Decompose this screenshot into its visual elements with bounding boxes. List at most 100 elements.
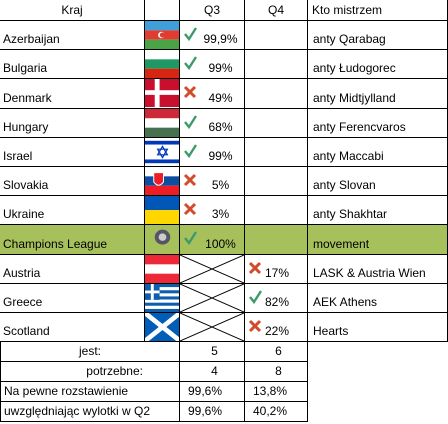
- cross-icon: [248, 261, 262, 274]
- country-cell: Denmark: [0, 79, 145, 109]
- q3-cell: [180, 283, 245, 313]
- summary-label: Na pewne rozstawienie: [0, 382, 180, 403]
- flag: [145, 283, 179, 312]
- cell-text: potrzebne:: [86, 364, 143, 379]
- cell-text: 99%: [208, 148, 233, 163]
- country-cell: Ukraine: [0, 196, 145, 226]
- country-cell: Azerbaijan: [0, 21, 145, 51]
- flag: [145, 79, 179, 108]
- q3-cell: 100%: [180, 225, 245, 255]
- flag: [145, 254, 179, 283]
- cell-text: 49%: [208, 90, 233, 105]
- cross-icon: [183, 173, 197, 187]
- q4-cell: [245, 50, 308, 80]
- cell-text: Israel: [3, 148, 33, 163]
- cell-text: Slovakia: [3, 178, 49, 193]
- cell-text: Q3: [203, 3, 220, 17]
- q3-cell: [180, 254, 245, 284]
- cell-text: Ukraine: [3, 207, 45, 222]
- country-cell: Hungary: [0, 108, 145, 138]
- cell-text: 99,9%: [203, 32, 238, 47]
- champion-cell: anty Shakhtar: [308, 196, 448, 226]
- cell-text: anty Ferencvaros: [313, 119, 406, 134]
- cell-text: 99,6%: [188, 384, 223, 399]
- check-icon: [184, 114, 197, 129]
- q3-cell: 3%: [180, 196, 245, 226]
- flag-cell: [145, 167, 180, 197]
- flag-cell: [145, 313, 180, 343]
- cross-icon: [248, 319, 262, 333]
- cell-text: 3%: [211, 207, 230, 222]
- check-icon: [249, 290, 262, 304]
- q4-cell: [245, 196, 308, 226]
- cell-text: Azerbaijan: [3, 32, 60, 47]
- cell-text: Greece: [3, 294, 43, 309]
- cell-text: Q4: [267, 3, 284, 17]
- summary-label: jest:: [0, 342, 180, 363]
- q4-cell: [245, 167, 308, 197]
- flag: [145, 196, 179, 225]
- flag: [145, 313, 179, 341]
- cell-text: 8: [275, 364, 282, 379]
- cell-text: 5%: [211, 178, 230, 193]
- header-cell: Kraj: [0, 0, 145, 21]
- cell-text: Bulgaria: [3, 61, 48, 76]
- cell-text: 13,8%: [253, 384, 288, 399]
- champion-cell: anty Slovan: [308, 167, 448, 197]
- champion-cell: anty Maccabi: [308, 137, 448, 167]
- header-cell: [145, 0, 180, 21]
- cell-text: uwzględniając wylotki w Q2: [4, 404, 151, 419]
- country-cell: Austria: [0, 254, 145, 284]
- country-cell: Greece: [0, 283, 145, 313]
- q3-cell: 99,9%: [180, 21, 245, 51]
- summary-q3: 4: [180, 362, 245, 383]
- champion-cell: anty Łudogorec: [308, 50, 448, 80]
- header-cell: Q3: [180, 0, 245, 21]
- summary-label: potrzebne:: [0, 362, 180, 383]
- cell-text: 40,2%: [253, 404, 288, 419]
- q4-cell: [245, 108, 308, 138]
- check-icon: [184, 231, 197, 246]
- summary-q3: 5: [180, 342, 245, 363]
- cell-text: movement: [313, 236, 370, 251]
- flag: [145, 137, 179, 166]
- cell-text: Hearts: [313, 324, 349, 339]
- summary-q4: 6: [245, 342, 308, 363]
- flag: [145, 167, 179, 195]
- q3-cell: [180, 313, 245, 343]
- country-cell: Israel: [0, 137, 145, 167]
- crossed-out: [180, 283, 244, 312]
- q4-cell: 82%: [245, 283, 308, 313]
- cell-text: Kraj: [61, 3, 83, 17]
- cell-text: LASK & Austria Wien: [313, 265, 426, 280]
- header-cell: Kto mistrzem: [308, 0, 448, 21]
- header-cell: Q4: [245, 0, 308, 21]
- champion-cell: anty Ferencvaros: [308, 108, 448, 138]
- cell-text: 6: [275, 344, 282, 359]
- champion-cell: Hearts: [308, 313, 448, 343]
- crossed-out: [180, 313, 244, 342]
- cell-text: 5: [211, 344, 218, 359]
- cell-text: Kto mistrzem: [312, 3, 383, 17]
- cell-text: 82%: [265, 294, 290, 309]
- flag: [145, 108, 179, 137]
- country-cell: Scotland: [0, 313, 145, 343]
- crossed-out: [180, 254, 244, 283]
- cell-text: anty Maccabi: [313, 148, 384, 163]
- flag-cell: [145, 254, 180, 284]
- summary-q4: 13,8%: [245, 382, 308, 403]
- flag: [145, 50, 179, 79]
- flag-cell: [145, 79, 180, 109]
- flag-cell: [145, 137, 180, 167]
- q4-cell: [245, 21, 308, 51]
- champion-cell: AEK Athens: [308, 283, 448, 313]
- country-cell: Bulgaria: [0, 50, 145, 80]
- summary-q3: 99,6%: [180, 382, 245, 403]
- q4-cell: [245, 79, 308, 109]
- cell-text: anty Shakhtar: [313, 207, 388, 222]
- cell-text: 100%: [205, 236, 236, 251]
- cell-text: Hungary: [3, 119, 49, 134]
- champion-cell: anty Qarabag: [308, 21, 448, 51]
- summary-q4: 40,2%: [245, 402, 308, 423]
- champion-cell: LASK & Austria Wien: [308, 254, 448, 284]
